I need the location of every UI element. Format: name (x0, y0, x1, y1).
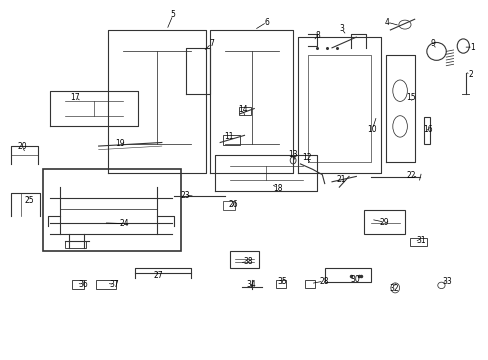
Text: 2: 2 (468, 70, 472, 79)
Text: 34: 34 (245, 280, 255, 289)
Text: 13: 13 (288, 150, 297, 159)
Text: 1: 1 (469, 42, 474, 51)
Bar (238, 107, 250, 115)
Text: 23: 23 (180, 191, 190, 200)
Text: 8: 8 (315, 31, 320, 40)
Bar (222, 202, 234, 210)
Text: 31: 31 (415, 235, 425, 244)
Text: 37: 37 (110, 280, 119, 289)
Text: 12: 12 (302, 153, 311, 162)
Text: 38: 38 (243, 257, 253, 266)
Text: 14: 14 (238, 105, 247, 114)
Bar (363, 210, 404, 234)
Bar (72, 280, 84, 289)
Bar (424, 117, 429, 144)
Text: 32: 32 (388, 284, 398, 293)
Text: 30: 30 (350, 275, 360, 284)
Text: 28: 28 (318, 276, 328, 285)
Text: 33: 33 (442, 276, 452, 285)
Text: 15: 15 (406, 93, 415, 102)
Bar (409, 238, 426, 246)
Bar (324, 267, 370, 282)
Text: 3: 3 (339, 24, 344, 33)
Text: 29: 29 (379, 218, 388, 227)
Text: 36: 36 (78, 280, 88, 289)
Text: 24: 24 (120, 219, 129, 228)
Text: 18: 18 (272, 184, 282, 193)
Bar (96, 280, 116, 289)
Bar (64, 241, 86, 248)
Text: 22: 22 (406, 171, 415, 180)
Text: 10: 10 (367, 125, 376, 134)
Text: 4: 4 (384, 18, 388, 27)
Text: 5: 5 (170, 10, 175, 19)
Text: 35: 35 (277, 276, 287, 285)
Text: 21: 21 (335, 175, 345, 184)
Text: 16: 16 (423, 125, 432, 134)
Text: 27: 27 (153, 271, 163, 280)
Bar (305, 280, 314, 288)
Text: 19: 19 (115, 139, 124, 148)
Bar (42, 169, 181, 251)
Text: 6: 6 (264, 18, 269, 27)
Text: 11: 11 (224, 132, 233, 141)
Bar (222, 135, 239, 145)
Text: 20: 20 (18, 142, 27, 151)
Text: 7: 7 (208, 39, 213, 48)
Text: 26: 26 (228, 200, 238, 209)
Text: 25: 25 (25, 196, 34, 205)
Bar (276, 280, 285, 288)
Text: 17: 17 (70, 93, 80, 102)
Text: 9: 9 (430, 39, 435, 48)
Bar (229, 251, 259, 267)
